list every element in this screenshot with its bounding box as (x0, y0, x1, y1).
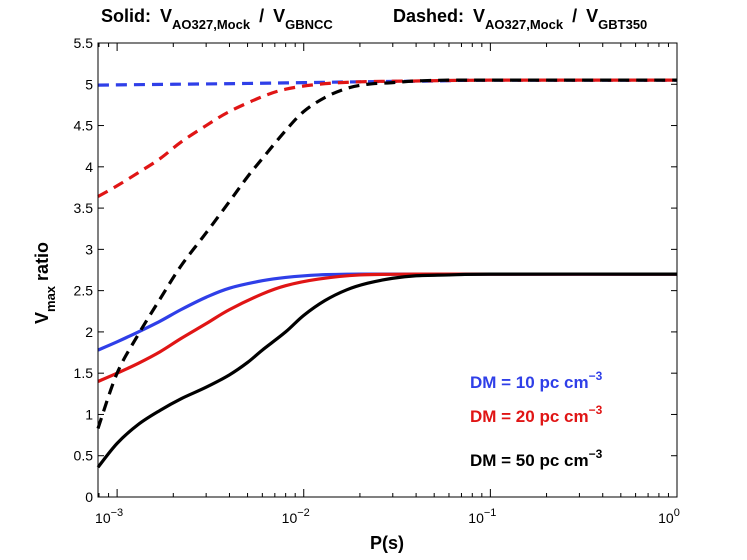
x-tick-label: 10−3 (95, 507, 123, 526)
y-tick-label: 0 (85, 489, 93, 505)
legend-entry-dm10: DM = 10 pc cm−3 (470, 369, 603, 392)
y-tick-label: 2.5 (74, 283, 94, 299)
y-axis-title: Vmax ratio (32, 242, 58, 324)
y-tick-label: 2 (85, 324, 93, 340)
y-tick-label: 4.5 (74, 118, 94, 134)
legend-entry-dm20: DM = 20 pc cm−3 (470, 403, 603, 426)
plot-frame (97, 42, 678, 498)
y-tick-label: 3.5 (74, 200, 94, 216)
x-axis-title: P(s) (370, 533, 404, 553)
x-tick-label: 10−2 (282, 507, 310, 526)
y-tick-label: 4 (85, 159, 93, 175)
series-line-2 (96, 272, 678, 469)
y-tick-label: 1.5 (74, 365, 94, 381)
legend: DM = 10 pc cm−3 DM = 20 pc cm−3 DM = 50 … (470, 369, 603, 470)
y-tick-label: 1 (85, 406, 93, 422)
y-tick-label: 0.5 (74, 448, 94, 464)
series-group (96, 78, 678, 469)
dashed-title: Dashed: VAO327,Mock / VGBT350 (393, 6, 647, 33)
y-tick-label: 5 (85, 76, 93, 92)
x-tick-label: 10−1 (468, 507, 496, 526)
axis-ticks: 0 0.5 1 1.5 2 2.5 3 3.5 4 4.5 5 5.5 10−3 10−2 10−1 100 (74, 35, 680, 526)
x-tick-label: 100 (658, 507, 680, 526)
legend-entry-dm50: DM = 50 pc cm−3 (470, 447, 603, 470)
y-tick-label: 3 (85, 241, 93, 257)
series-line-4 (97, 78, 678, 198)
solid-title: Solid: VAO327,Mock / VGBNCC (101, 6, 333, 33)
y-tick-label: 5.5 (74, 35, 94, 51)
series-line-5 (96, 78, 677, 430)
series-line-3 (97, 78, 678, 87)
